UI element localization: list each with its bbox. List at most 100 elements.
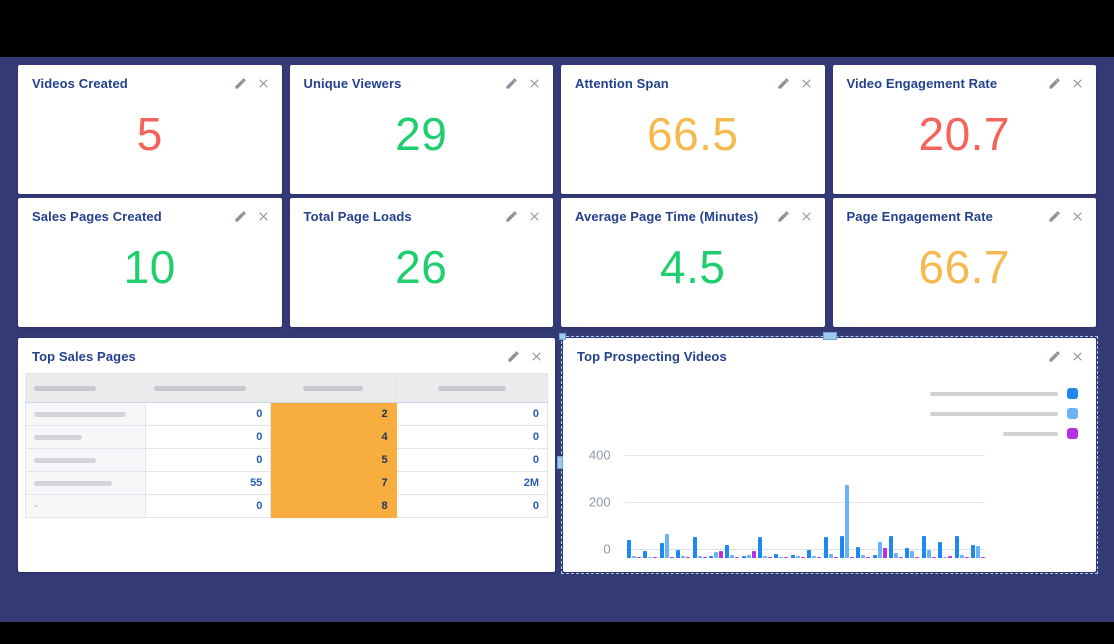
bar-series-1[interactable] xyxy=(921,536,926,558)
close-icon[interactable] xyxy=(530,350,543,363)
pencil-icon[interactable] xyxy=(507,350,520,363)
bar-series-1[interactable] xyxy=(741,556,746,558)
bar-series-1[interactable] xyxy=(659,543,664,558)
bar-series-2[interactable] xyxy=(648,557,653,558)
bar-series-2[interactable] xyxy=(894,553,898,558)
resize-handle-top-left[interactable] xyxy=(559,333,566,340)
bar-series-1[interactable] xyxy=(708,556,713,558)
pencil-icon[interactable] xyxy=(777,210,790,223)
bar-series-3[interactable] xyxy=(866,557,871,558)
bar-series-1[interactable] xyxy=(643,551,648,558)
bar-series-3[interactable] xyxy=(948,556,953,558)
bar-group xyxy=(692,537,707,558)
bar-series-3[interactable] xyxy=(735,557,740,558)
pencil-icon[interactable] xyxy=(234,77,247,90)
bar-series-3[interactable] xyxy=(686,557,691,558)
bar-series-3[interactable] xyxy=(800,557,805,558)
bar-series-3[interactable] xyxy=(768,557,772,558)
bar-series-3[interactable] xyxy=(718,551,723,558)
bar-series-1[interactable] xyxy=(676,550,681,558)
bar-series-3[interactable] xyxy=(784,557,789,558)
resize-handle-top-center[interactable] xyxy=(822,332,837,340)
bar-series-3[interactable] xyxy=(915,557,920,558)
close-icon[interactable] xyxy=(528,210,541,223)
bar-series-1[interactable] xyxy=(725,545,730,558)
bar-series-1[interactable] xyxy=(758,537,762,558)
bar-series-2[interactable] xyxy=(763,556,767,558)
bar-series-1[interactable] xyxy=(872,555,877,558)
pencil-icon[interactable] xyxy=(777,77,790,90)
pencil-icon[interactable] xyxy=(1048,77,1061,90)
bar-series-2[interactable] xyxy=(795,556,800,558)
bar-series-1[interactable] xyxy=(905,548,910,558)
bar-series-3[interactable] xyxy=(964,557,969,558)
close-icon[interactable] xyxy=(800,77,813,90)
close-icon[interactable] xyxy=(1071,210,1084,223)
y-axis-tick: 0 xyxy=(603,541,611,557)
bar-series-1[interactable] xyxy=(823,537,828,558)
bar-series-1[interactable] xyxy=(774,554,779,558)
bar-series-1[interactable] xyxy=(839,536,844,558)
bar-series-2[interactable] xyxy=(730,555,735,558)
bar-series-2[interactable] xyxy=(664,534,669,558)
close-icon[interactable] xyxy=(1071,350,1084,363)
bar-series-2[interactable] xyxy=(746,555,751,558)
bar-series-2[interactable] xyxy=(943,557,948,558)
pencil-icon[interactable] xyxy=(1048,210,1061,223)
bar-series-2[interactable] xyxy=(697,556,702,558)
kpi-card-attention-span: Attention Span 66.5 xyxy=(561,65,825,194)
bar-series-3[interactable] xyxy=(751,551,756,558)
close-icon[interactable] xyxy=(800,210,813,223)
bar-series-3[interactable] xyxy=(931,557,936,558)
bar-series-2[interactable] xyxy=(713,552,718,558)
legend-item[interactable] xyxy=(930,408,1078,419)
table-cell: 0 xyxy=(145,425,272,449)
bar-series-1[interactable] xyxy=(856,547,861,558)
close-icon[interactable] xyxy=(1071,77,1084,90)
bar-series-1[interactable] xyxy=(692,537,697,558)
bar-series-1[interactable] xyxy=(970,545,975,558)
pencil-icon[interactable] xyxy=(1048,350,1061,363)
legend-item[interactable] xyxy=(930,388,1078,399)
close-icon[interactable] xyxy=(257,210,270,223)
bar-series-2[interactable] xyxy=(926,550,931,558)
bar-series-1[interactable] xyxy=(627,540,631,558)
bar-series-2[interactable] xyxy=(861,555,866,558)
bar-series-3[interactable] xyxy=(702,557,707,558)
bar-series-2[interactable] xyxy=(779,557,784,558)
legend-item[interactable] xyxy=(1003,428,1078,439)
table-row: 55 7 2M xyxy=(24,471,549,495)
bar-series-2[interactable] xyxy=(828,554,833,558)
bar-series-3[interactable] xyxy=(669,557,674,558)
pencil-icon[interactable] xyxy=(505,210,518,223)
bar-series-3[interactable] xyxy=(833,557,838,558)
resize-handle-left-middle[interactable] xyxy=(557,456,563,469)
bar-series-2[interactable] xyxy=(812,556,817,558)
bar-series-2[interactable] xyxy=(844,485,849,558)
pencil-icon[interactable] xyxy=(234,210,247,223)
bar-series-3[interactable] xyxy=(980,557,985,558)
bar-series-3[interactable] xyxy=(899,557,903,558)
top-prospecting-videos-panel[interactable]: Top Prospecting Videos xyxy=(557,332,1098,574)
bar-series-1[interactable] xyxy=(938,542,943,558)
close-icon[interactable] xyxy=(528,77,541,90)
bar-series-3[interactable] xyxy=(637,557,641,558)
table-row: 0 5 0 xyxy=(24,448,549,472)
bar-series-1[interactable] xyxy=(807,550,812,558)
bar-group xyxy=(708,551,723,558)
pencil-icon[interactable] xyxy=(505,77,518,90)
bar-series-1[interactable] xyxy=(889,536,893,558)
bar-series-3[interactable] xyxy=(849,557,854,558)
bar-series-2[interactable] xyxy=(959,555,964,558)
bar-series-3[interactable] xyxy=(817,557,822,558)
bar-series-2[interactable] xyxy=(632,556,636,558)
bar-series-2[interactable] xyxy=(910,551,915,558)
bar-series-3[interactable] xyxy=(653,557,658,558)
bar-series-1[interactable] xyxy=(954,536,959,558)
bar-series-2[interactable] xyxy=(975,546,980,558)
bar-series-2[interactable] xyxy=(877,542,882,558)
close-icon[interactable] xyxy=(257,77,270,90)
bar-series-1[interactable] xyxy=(790,555,795,558)
bar-series-2[interactable] xyxy=(681,556,686,558)
bar-series-3[interactable] xyxy=(882,548,887,558)
